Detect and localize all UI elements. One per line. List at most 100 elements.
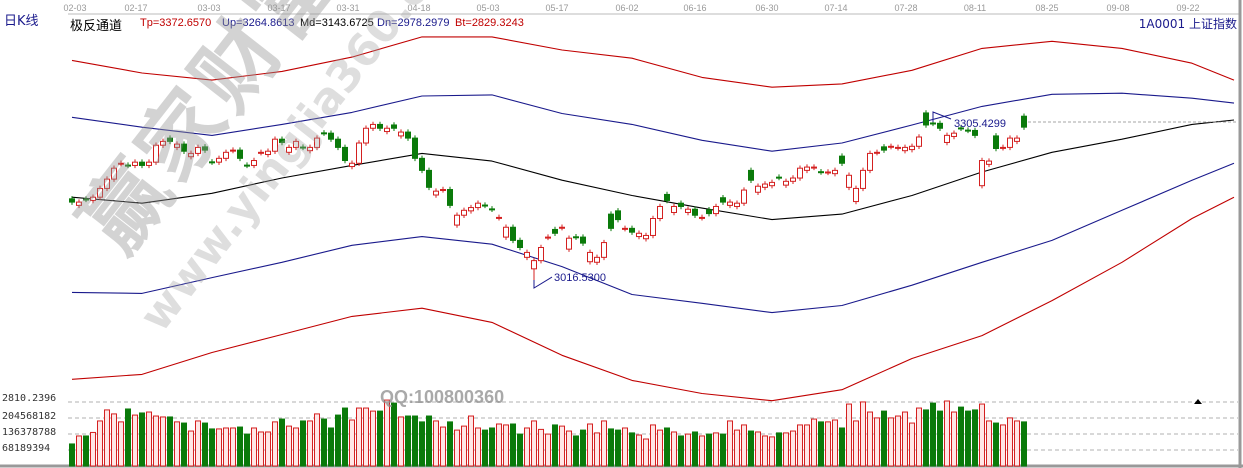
candle-body <box>636 232 642 238</box>
volume-bar <box>461 425 467 467</box>
candle-body <box>272 138 278 152</box>
volume-bar <box>846 403 852 467</box>
candle-body <box>412 137 418 159</box>
candle-body <box>174 143 180 148</box>
candle-body <box>188 152 194 158</box>
candle-body <box>720 197 726 203</box>
candle-body <box>937 122 943 129</box>
volume-bar <box>342 407 348 467</box>
volume-bar <box>657 429 663 467</box>
date-tick-label: 09-08 <box>1106 3 1129 13</box>
candle-body <box>601 242 607 258</box>
volume-bar <box>818 421 824 467</box>
volume-bar <box>230 427 236 467</box>
candle-body <box>286 146 292 153</box>
volume-bar <box>510 423 516 467</box>
volume-bar <box>741 424 747 467</box>
candle-body <box>447 189 453 206</box>
candle-body <box>622 227 628 230</box>
legend-tp: Tp=3372.6570 <box>140 17 212 29</box>
high-price-label: 3305.4299 <box>954 118 1006 130</box>
volume-bar <box>790 430 796 467</box>
candle-body <box>559 226 565 229</box>
candle-body <box>573 236 579 239</box>
volume-bar <box>664 427 670 467</box>
candle-body <box>139 161 145 166</box>
volume-axis-label: 136378788 <box>2 427 57 438</box>
candle-body <box>230 149 236 152</box>
volume-bar <box>265 431 271 467</box>
volume-bar <box>139 412 145 467</box>
volume-bar <box>118 421 124 467</box>
volume-bar <box>972 409 978 467</box>
volume-bar <box>153 415 159 467</box>
candle-body <box>734 202 740 207</box>
candle-body <box>538 246 544 262</box>
date-tick-label: 09-22 <box>1176 3 1199 13</box>
volume-bar <box>930 402 936 467</box>
band-line-dn <box>71 162 1235 314</box>
volume-bar <box>888 417 894 467</box>
volume-bar <box>608 428 614 467</box>
date-tick-label: 05-17 <box>545 3 568 13</box>
volume-bar <box>517 433 523 467</box>
volume-bar <box>496 423 502 467</box>
candle-body <box>363 127 369 144</box>
candle-body <box>104 178 110 189</box>
volume-bar <box>986 420 992 467</box>
candle-body <box>524 251 530 258</box>
candle-body <box>244 164 250 167</box>
candle-body <box>209 161 215 164</box>
candle-body <box>783 180 789 186</box>
volume-bar <box>692 431 698 467</box>
candle-body <box>384 127 390 133</box>
candle-body <box>909 145 915 151</box>
candle-body <box>825 171 831 174</box>
volume-bar <box>671 431 677 467</box>
candle-body <box>902 146 908 152</box>
volume-bar <box>237 426 243 467</box>
candle-body <box>293 140 299 148</box>
volume-axis-label: 204568182 <box>2 411 57 422</box>
candle-body <box>811 166 817 169</box>
candle-body <box>1000 146 1006 149</box>
scroll-up-triangle-icon[interactable] <box>1194 399 1202 404</box>
volume-bar <box>552 424 558 467</box>
candle-body <box>405 131 411 139</box>
candle-body <box>83 198 89 201</box>
candle-body <box>531 260 537 270</box>
volume-bar <box>286 425 292 467</box>
volume-bar <box>160 416 166 467</box>
volume-bar <box>209 428 215 467</box>
candle-body <box>685 208 691 213</box>
band-line-bt <box>71 196 1235 402</box>
period-label[interactable]: 日K线 <box>4 14 39 29</box>
candle-body <box>615 210 621 221</box>
volume-bar <box>853 420 859 467</box>
volume-bar <box>468 415 474 467</box>
volume-bar <box>601 420 607 467</box>
volume-bar <box>916 407 922 467</box>
candle-body <box>657 205 663 220</box>
volume-bar <box>482 429 488 467</box>
candle-body <box>216 157 222 163</box>
candle-body <box>741 189 747 204</box>
volume-bar <box>902 411 908 467</box>
volume-bar <box>720 433 726 467</box>
volume-bar <box>349 419 355 467</box>
date-tick-label: 03-31 <box>336 3 359 13</box>
date-axis: 02-03 02-17 03-03 03-17 03-31 04-18 05-03 05-17… <box>63 3 1199 13</box>
volume-bar <box>1021 421 1027 467</box>
volume-bar <box>440 426 446 467</box>
candles <box>69 110 1027 281</box>
volume-bar <box>825 421 831 467</box>
candle-body <box>986 160 992 165</box>
candle-body <box>391 124 397 129</box>
candle-body <box>727 201 733 206</box>
candle-body <box>923 112 929 126</box>
candle-body <box>342 146 348 162</box>
date-tick-label: 06-02 <box>615 3 638 13</box>
volume-bar <box>300 420 306 467</box>
channel-bands <box>71 36 1235 402</box>
